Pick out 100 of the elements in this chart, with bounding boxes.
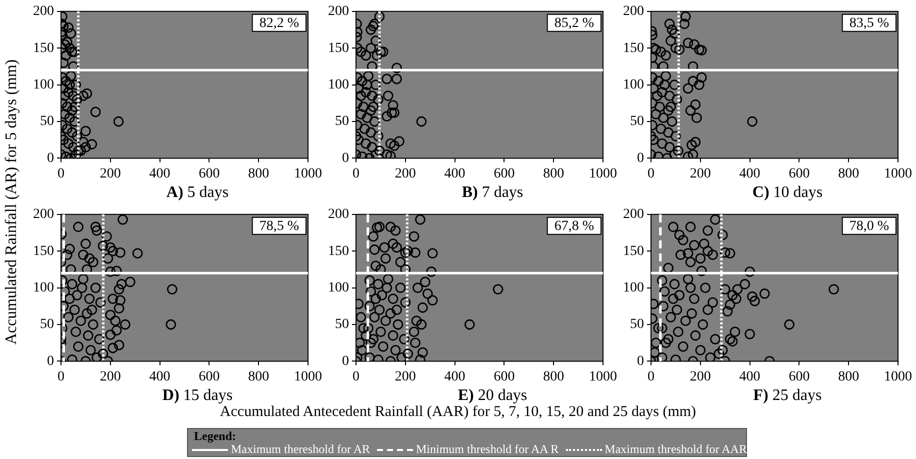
y-tick-label: 100 [623, 280, 644, 296]
x-tick-label: 800 [838, 369, 860, 384]
x-tick-label: 400 [739, 369, 760, 384]
point [66, 46, 78, 57]
point [366, 90, 378, 102]
y-axis-title: Accumulated Rainfall (AR) for 5 days (mm) [3, 58, 21, 347]
point [416, 116, 427, 127]
point [385, 138, 396, 149]
y-tick-label: 0 [47, 354, 54, 369]
point [113, 116, 124, 127]
point [392, 62, 402, 74]
x-tick-label: 400 [149, 166, 170, 182]
text: E) 20 days [456, 387, 528, 405]
x-tick-label: 800 [543, 166, 564, 182]
point [366, 127, 376, 138]
y-tick-label: 150 [623, 40, 644, 56]
y-tick-label: 100 [33, 280, 54, 296]
point [76, 146, 86, 156]
x-tick-label: 1000 [589, 369, 617, 384]
y-tick-label: 50 [630, 317, 644, 332]
y-tick-label: 100 [623, 77, 644, 92]
point [382, 74, 392, 84]
point [366, 24, 376, 35]
point [370, 36, 381, 46]
x-tick-label: 1000 [294, 369, 322, 384]
point [80, 126, 91, 136]
point [64, 42, 75, 54]
point [374, 11, 385, 22]
text: F) 25 days [752, 387, 823, 405]
point [394, 136, 404, 147]
point [63, 86, 74, 98]
annotation: 67,8 % [554, 219, 594, 234]
x-tick-label: 1000 [589, 166, 617, 182]
point [360, 86, 372, 98]
point [368, 102, 378, 112]
y-tick-label: 50 [40, 114, 54, 130]
point [362, 112, 372, 124]
x-tick-label: 200 [100, 369, 121, 384]
point [63, 22, 74, 33]
point [359, 124, 370, 134]
y-tick-label: 0 [342, 150, 349, 166]
y-tick-label: 50 [335, 317, 349, 332]
annotation: 78,5 % [259, 219, 300, 234]
point [360, 138, 372, 149]
point [363, 70, 374, 82]
x-tick-label: 800 [543, 369, 564, 384]
point [90, 106, 101, 118]
x-tick-label: 1000 [884, 369, 912, 384]
point [62, 102, 72, 112]
x-tick-label: 600 [788, 369, 810, 384]
point [69, 116, 80, 127]
x-tick-label: 600 [788, 166, 810, 182]
annotation: 78,0 % [849, 219, 890, 234]
point [82, 88, 92, 99]
x-tick-label: 600 [198, 369, 220, 384]
y-tick-label: 100 [328, 280, 349, 296]
y-tick-label: 200 [328, 207, 349, 222]
point [80, 142, 91, 152]
x-tick-label: 400 [149, 369, 170, 384]
x-tick-label: 0 [352, 369, 360, 384]
point [66, 105, 78, 116]
x-tick-label: 200 [394, 166, 416, 182]
point [382, 90, 394, 102]
y-tick-label: 50 [40, 317, 54, 332]
point [389, 140, 400, 151]
text: D) 15 days [161, 387, 234, 405]
y-tick-label: 100 [33, 77, 54, 92]
point [358, 102, 369, 112]
point [62, 124, 72, 134]
point [389, 107, 400, 118]
point [362, 80, 372, 90]
point [378, 46, 388, 57]
x-tick-label: 0 [648, 166, 654, 182]
point [68, 90, 79, 102]
point [63, 138, 74, 149]
point [360, 50, 372, 61]
point [78, 136, 88, 148]
y-tick-label: 50 [630, 114, 644, 130]
text: A) 5 days [165, 184, 230, 202]
point [70, 149, 82, 158]
text: B) 7 days [460, 184, 524, 202]
point [356, 46, 366, 57]
point [388, 100, 398, 111]
y-tick-label: 200 [623, 4, 644, 20]
y-tick-label: 0 [637, 354, 644, 369]
y-tick-label: 50 [335, 114, 349, 130]
point [86, 139, 98, 150]
legend-label: Maximum threshold for AAR [604, 442, 747, 457]
point [64, 80, 75, 90]
point [62, 37, 72, 48]
y-tick-label: 100 [328, 77, 349, 92]
text: C) 10 days [751, 184, 824, 202]
y-tick-label: 150 [328, 40, 349, 56]
point [72, 94, 82, 105]
x-tick-label: 400 [444, 369, 466, 384]
x-tick-label: 800 [248, 166, 270, 182]
x-tick-label: 0 [58, 166, 64, 182]
point [66, 127, 78, 138]
point [372, 50, 382, 61]
legend-label: Minimum threshold for AA R [416, 442, 559, 457]
